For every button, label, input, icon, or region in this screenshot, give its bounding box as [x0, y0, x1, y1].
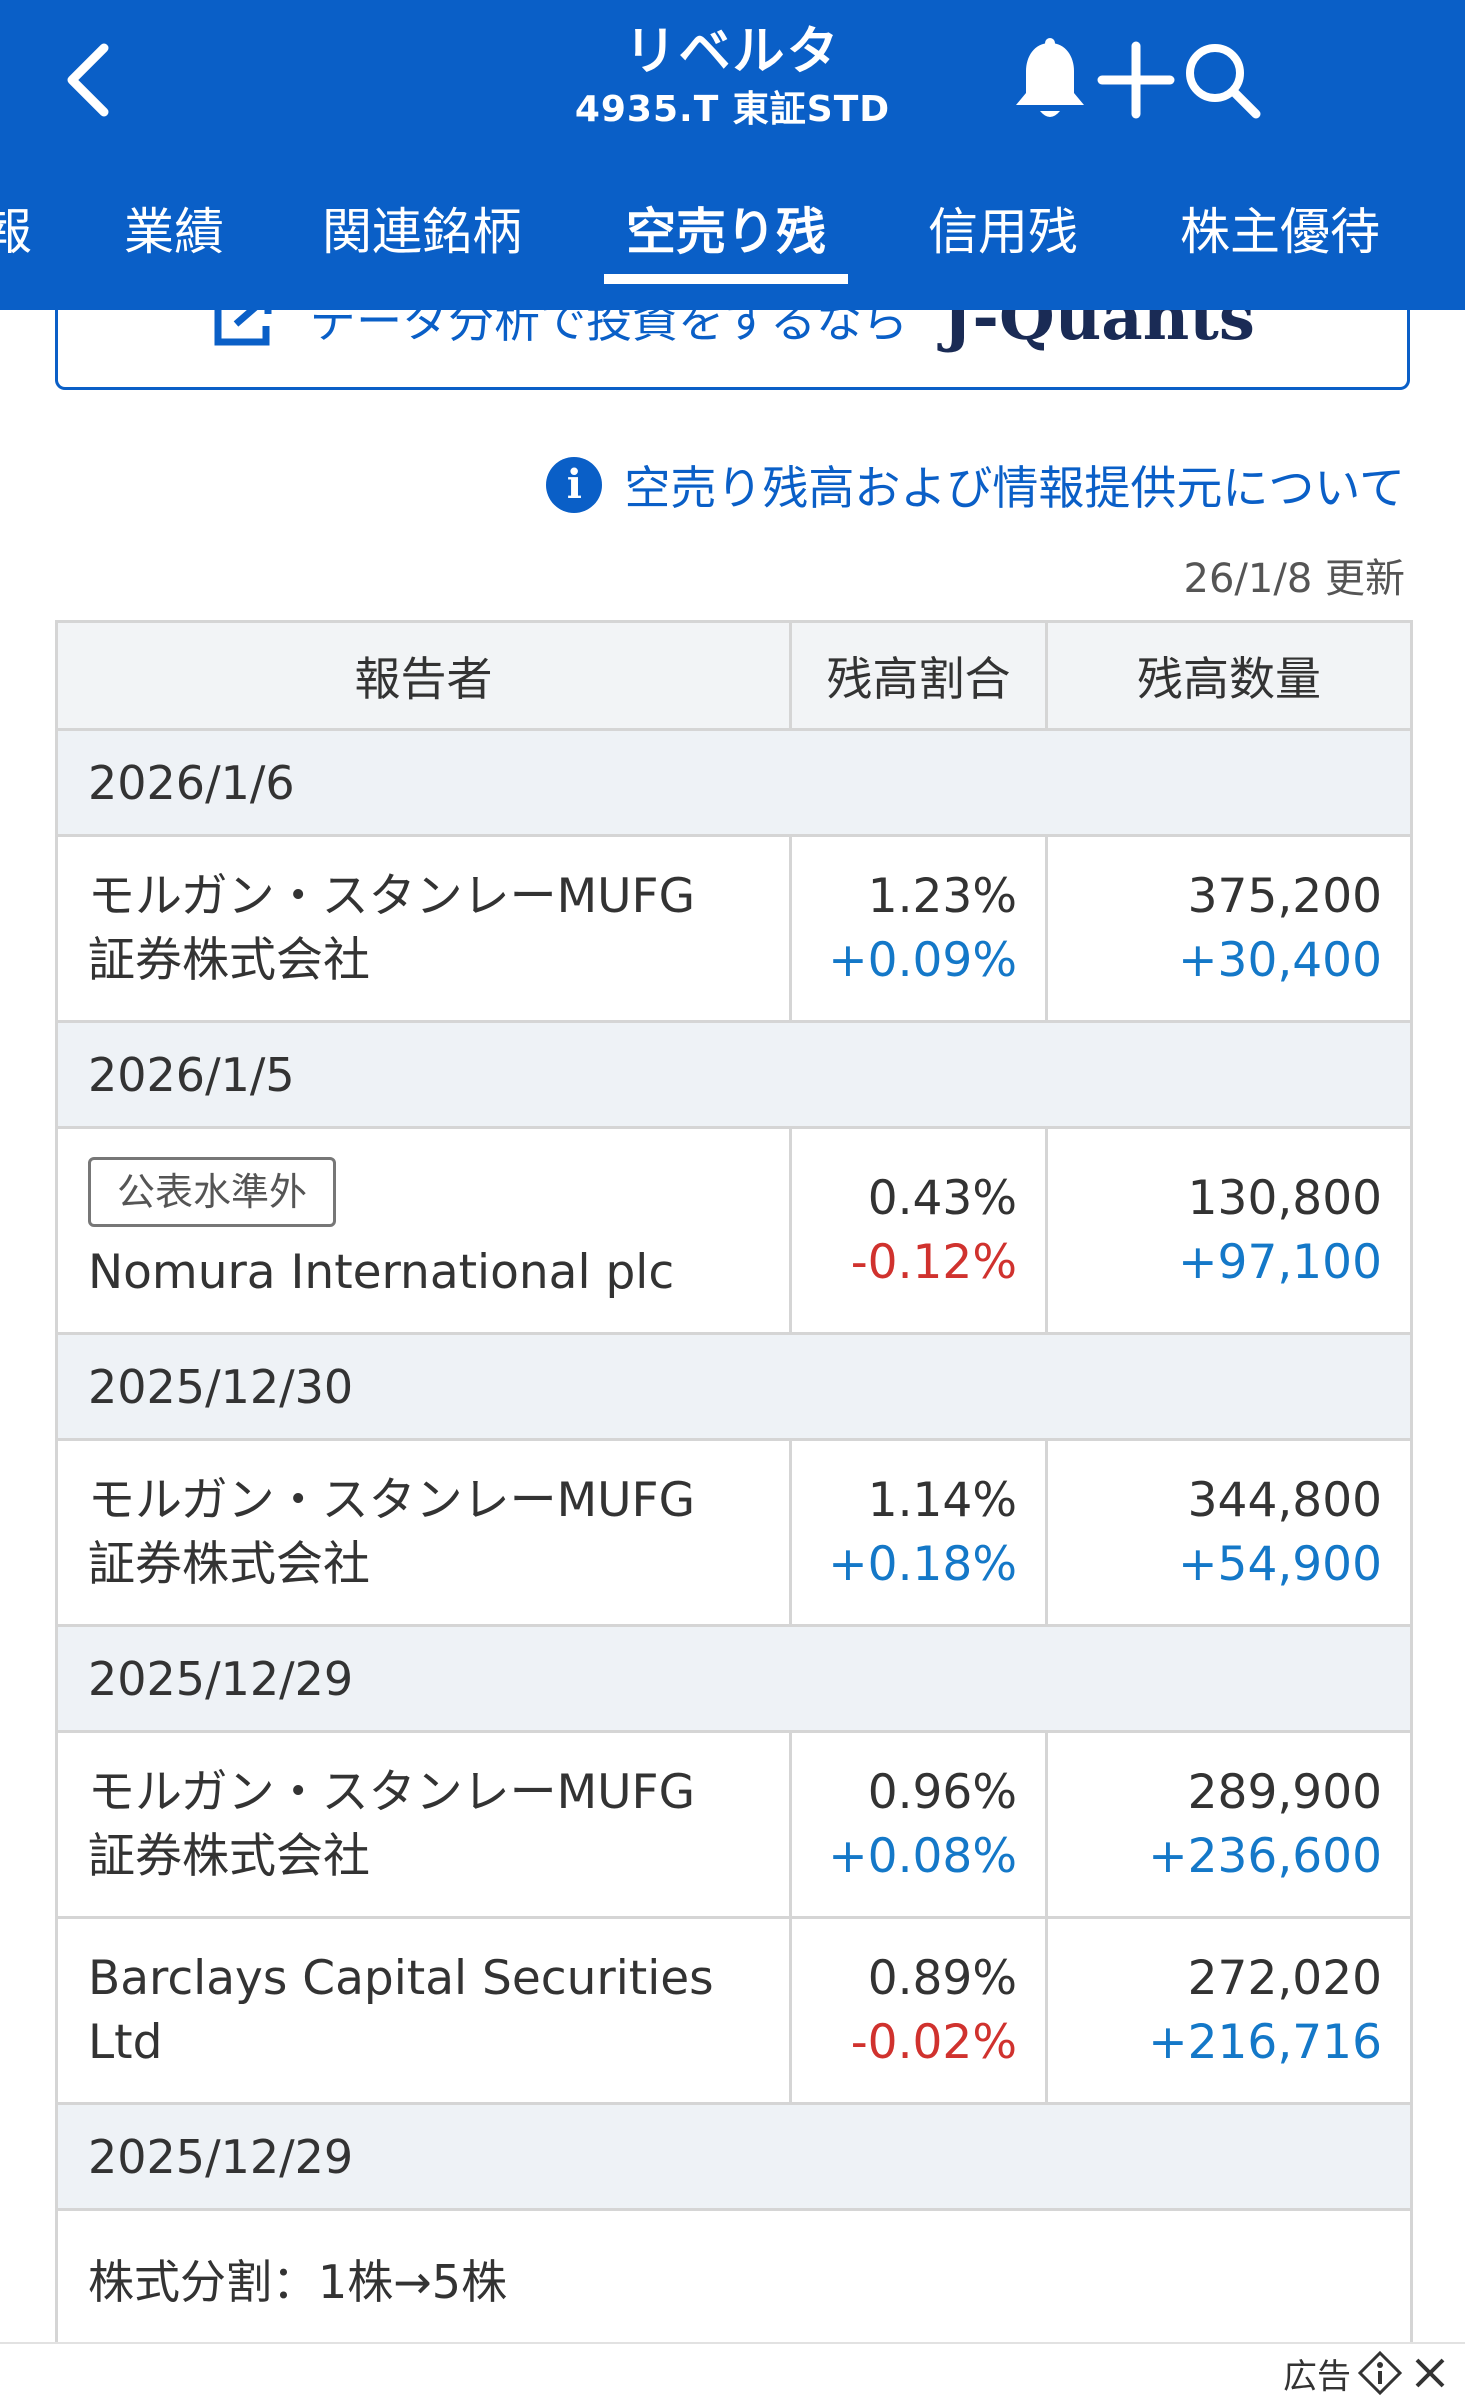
tab-report[interactable]: 報	[0, 203, 32, 261]
report-date: 2025/12/30	[55, 1332, 1413, 1441]
quantity-value: 272,020	[1187, 1950, 1382, 2006]
app-header: リベルタ 4935.T 東証STD 報 業績 関連銘柄 空売り残 信用残 株主優…	[0, 0, 1465, 310]
reporter-name-cont: 証券株式会社	[88, 932, 370, 988]
stock-split-row: 株式分割：1株→5株	[55, 2208, 1413, 2349]
search-button[interactable]	[1172, 30, 1272, 130]
quantity-cell: 375,200 +30,400	[1045, 834, 1413, 1023]
info-link-text: 空売り残高および情報提供元について	[624, 461, 1405, 515]
quantity-value: 289,900	[1187, 1764, 1382, 1820]
report-date: 2025/12/29	[55, 2102, 1413, 2211]
quantity-change: +97,100	[1178, 1234, 1382, 1290]
col-quantity: 残高数量	[1045, 620, 1413, 731]
reporter-name: Barclays Capital Securities	[88, 1950, 714, 2006]
reporter-cell: 公表水準外 Nomura International plc	[55, 1126, 792, 1335]
adchoices-icon[interactable]	[1357, 2350, 1403, 2396]
short-interest-table: 報告者 残高割合 残高数量 2026/1/6 モルガン・スタンレーMUFG 証券株…	[55, 620, 1413, 2349]
ratio-cell: 0.96% +0.08%	[789, 1730, 1048, 1919]
quantity-cell: 289,900 +236,600	[1045, 1730, 1413, 1919]
reporter-cell: Barclays Capital Securities Ltd	[55, 1916, 792, 2105]
report-date: 2026/1/5	[55, 1020, 1413, 1129]
ratio-change: -0.12%	[850, 1234, 1017, 1290]
table-row[interactable]: モルガン・スタンレーMUFG 証券株式会社 1.14% +0.18% 344,800…	[55, 1438, 1413, 1627]
table-header-row: 報告者 残高割合 残高数量	[55, 620, 1413, 731]
ratio-cell: 1.23% +0.09%	[789, 834, 1048, 1023]
reporter-cell: モルガン・スタンレーMUFG 証券株式会社	[55, 1730, 792, 1919]
ratio-value: 1.14%	[867, 1472, 1017, 1528]
quantity-cell: 272,020 +216,716	[1045, 1916, 1413, 2105]
ratio-value: 1.23%	[867, 868, 1017, 924]
bell-icon	[1016, 38, 1084, 117]
search-icon	[1186, 44, 1261, 119]
back-button[interactable]	[40, 30, 140, 130]
plus-icon	[1097, 41, 1175, 119]
reporter-name: モルガン・スタンレーMUFG	[88, 1472, 695, 1528]
ratio-value: 0.89%	[867, 1950, 1017, 2006]
ratio-change: +0.08%	[828, 1828, 1017, 1884]
notification-button[interactable]	[1000, 30, 1100, 130]
ratio-cell: 1.14% +0.18%	[789, 1438, 1048, 1627]
ratio-value: 0.96%	[867, 1764, 1017, 1820]
reporter-name-cont: Ltd	[88, 2014, 163, 2070]
quantity-value: 130,800	[1187, 1170, 1382, 1226]
info-icon: i	[546, 457, 603, 513]
report-date: 2026/1/6	[55, 728, 1413, 837]
ratio-change: +0.09%	[828, 932, 1017, 988]
reporter-name: モルガン・スタンレーMUFG	[88, 1764, 695, 1820]
date-row: 2025/12/30	[55, 1332, 1413, 1441]
reporter-name-cont: 証券株式会社	[88, 1536, 370, 1592]
report-date: 2025/12/29	[55, 1624, 1413, 1733]
quantity-cell: 344,800 +54,900	[1045, 1438, 1413, 1627]
ad-strip: 広告	[0, 2342, 1465, 2400]
short-interest-info-link[interactable]: i 空売り残高および情報提供元について	[546, 452, 1405, 518]
date-row: 2025/12/29	[55, 2102, 1413, 2211]
updated-date: 26/1/8 更新	[1183, 556, 1405, 602]
table-row[interactable]: 公表水準外 Nomura International plc 0.43% -0.12…	[55, 1126, 1413, 1335]
quantity-change: +30,400	[1178, 932, 1382, 988]
tab-performance[interactable]: 業績	[124, 203, 224, 261]
stock-split-text: 株式分割：1株→5株	[55, 2208, 1413, 2349]
table-row[interactable]: Barclays Capital Securities Ltd 0.89% -0.0…	[55, 1916, 1413, 2105]
tab-related-stocks[interactable]: 関連銘柄	[322, 203, 522, 261]
quantity-change: +216,716	[1148, 2014, 1382, 2070]
quantity-change: +54,900	[1178, 1536, 1382, 1592]
col-reporter: 報告者	[55, 620, 792, 731]
quantity-value: 344,800	[1187, 1472, 1382, 1528]
ratio-value: 0.43%	[867, 1170, 1017, 1226]
tab-bar: 報 業績 関連銘柄 空売り残 信用残 株主優待	[0, 185, 1465, 284]
ad-label: 広告	[1283, 2356, 1351, 2397]
date-row: 2026/1/5	[55, 1020, 1413, 1129]
date-row: 2026/1/6	[55, 728, 1413, 837]
ratio-cell: 0.89% -0.02%	[789, 1916, 1048, 2105]
close-icon[interactable]	[1409, 2352, 1451, 2394]
tab-shareholder-benefits[interactable]: 株主優待	[1180, 203, 1380, 261]
ratio-cell: 0.43% -0.12%	[789, 1126, 1048, 1335]
col-ratio: 残高割合	[789, 620, 1048, 731]
below-threshold-badge: 公表水準外	[88, 1156, 337, 1227]
reporter-name: モルガン・スタンレーMUFG	[88, 868, 695, 924]
table-row[interactable]: モルガン・スタンレーMUFG 証券株式会社 1.23% +0.09% 375,200…	[55, 834, 1413, 1023]
reporter-cell: モルガン・スタンレーMUFG 証券株式会社	[55, 1438, 792, 1627]
quantity-value: 375,200	[1187, 868, 1382, 924]
table-row[interactable]: モルガン・スタンレーMUFG 証券株式会社 0.96% +0.08% 289,900…	[55, 1730, 1413, 1919]
reporter-cell: モルガン・スタンレーMUFG 証券株式会社	[55, 834, 792, 1023]
add-button[interactable]	[1086, 30, 1186, 130]
reporter-name-cont: 証券株式会社	[88, 1828, 370, 1884]
quantity-cell: 130,800 +97,100	[1045, 1126, 1413, 1335]
tab-margin-balance[interactable]: 信用残	[928, 203, 1078, 261]
reporter-name: Nomura International plc	[88, 1244, 675, 1300]
ratio-change: +0.18%	[828, 1536, 1017, 1592]
quantity-change: +236,600	[1148, 1828, 1382, 1884]
ratio-change: -0.02%	[850, 2014, 1017, 2070]
back-icon	[67, 43, 109, 117]
tab-short-interest[interactable]: 空売り残	[604, 185, 848, 284]
date-row: 2025/12/29	[55, 1624, 1413, 1733]
